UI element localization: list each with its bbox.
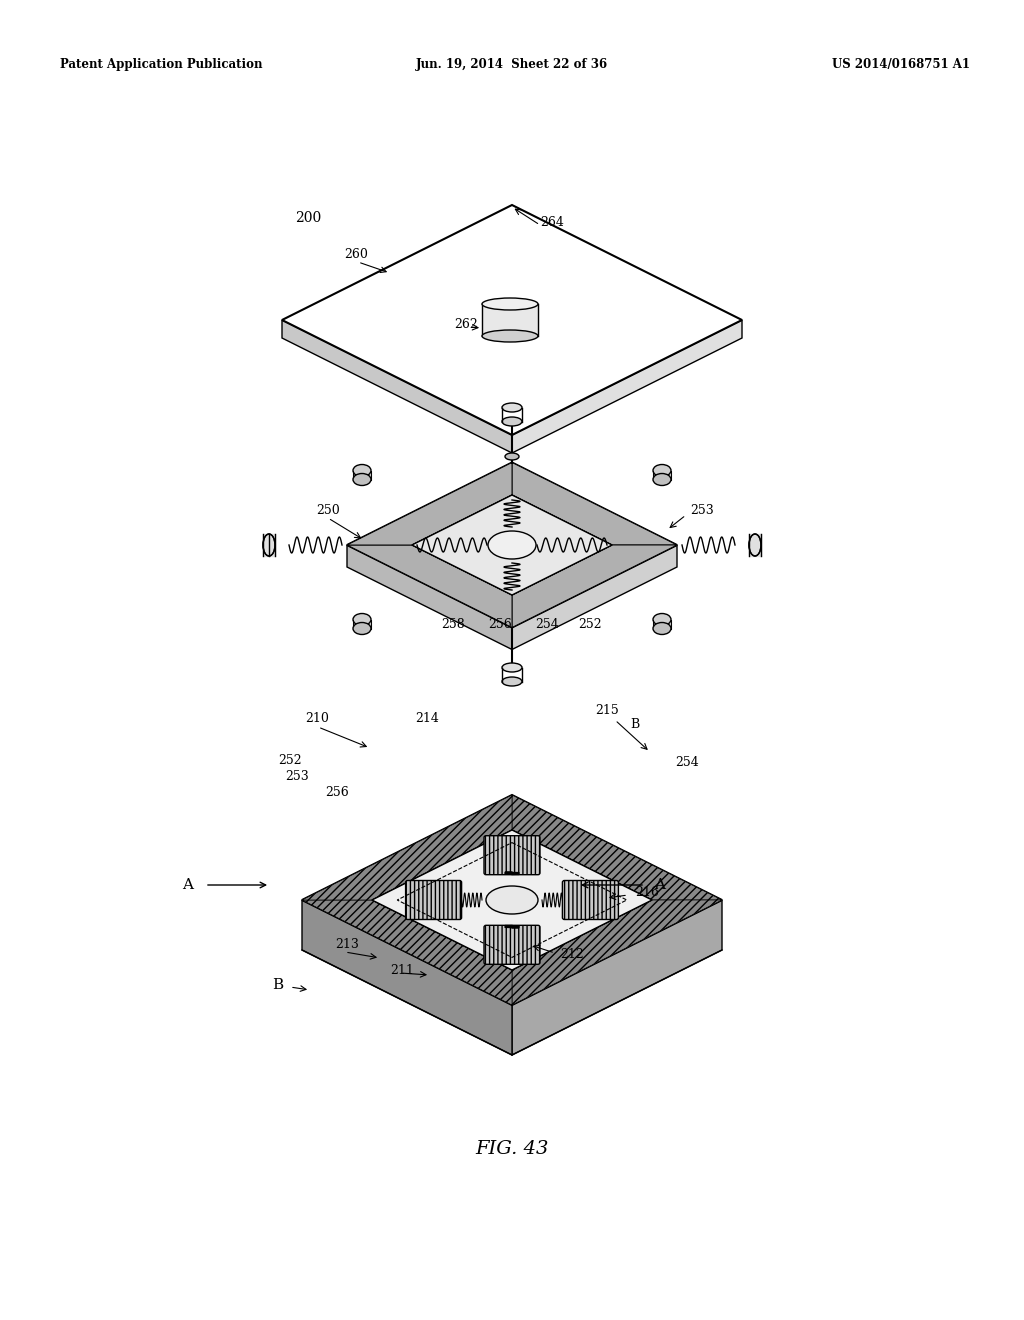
Ellipse shape (502, 663, 522, 672)
FancyBboxPatch shape (562, 880, 618, 920)
Polygon shape (372, 830, 652, 970)
Ellipse shape (653, 474, 671, 486)
Text: FIG. 43: FIG. 43 (475, 1140, 549, 1158)
Polygon shape (749, 535, 761, 556)
Text: 211: 211 (390, 964, 414, 977)
Ellipse shape (502, 403, 522, 412)
Text: 214: 214 (415, 711, 439, 725)
Text: 254: 254 (536, 618, 559, 631)
Text: 212: 212 (560, 949, 584, 961)
Text: 250: 250 (316, 503, 340, 516)
Ellipse shape (353, 623, 371, 635)
Polygon shape (512, 900, 722, 1055)
Polygon shape (347, 545, 512, 627)
Text: B: B (630, 718, 639, 731)
Text: 258: 258 (441, 618, 465, 631)
Polygon shape (302, 795, 512, 900)
FancyBboxPatch shape (484, 836, 540, 875)
Polygon shape (412, 495, 612, 595)
Ellipse shape (353, 474, 371, 486)
Polygon shape (347, 545, 512, 649)
Text: A: A (182, 878, 194, 892)
Polygon shape (512, 900, 722, 1005)
Polygon shape (512, 319, 742, 453)
Ellipse shape (653, 623, 671, 635)
Ellipse shape (653, 465, 671, 477)
Text: 213: 213 (335, 939, 358, 952)
Text: 264: 264 (540, 216, 564, 230)
Text: Jun. 19, 2014  Sheet 22 of 36: Jun. 19, 2014 Sheet 22 of 36 (416, 58, 608, 71)
Ellipse shape (482, 330, 538, 342)
Ellipse shape (263, 535, 275, 556)
Ellipse shape (502, 417, 522, 426)
Text: 215: 215 (595, 704, 618, 717)
Polygon shape (512, 462, 677, 545)
Ellipse shape (353, 614, 371, 626)
Polygon shape (512, 545, 677, 627)
Polygon shape (347, 462, 512, 545)
Polygon shape (263, 535, 275, 556)
Polygon shape (653, 619, 671, 628)
Text: 252: 252 (579, 618, 602, 631)
Text: 254: 254 (675, 755, 698, 768)
Polygon shape (653, 470, 671, 479)
Ellipse shape (482, 298, 538, 310)
Polygon shape (282, 319, 512, 453)
Text: 253: 253 (690, 503, 714, 516)
Ellipse shape (488, 531, 536, 558)
Polygon shape (302, 900, 512, 1005)
Text: 256: 256 (488, 618, 512, 631)
Polygon shape (372, 830, 652, 970)
Text: 262: 262 (454, 318, 478, 331)
Polygon shape (302, 795, 722, 1005)
Text: US 2014/0168751 A1: US 2014/0168751 A1 (831, 58, 970, 71)
Text: 200: 200 (295, 211, 322, 224)
Text: Patent Application Publication: Patent Application Publication (60, 58, 262, 71)
Polygon shape (512, 795, 722, 900)
Ellipse shape (749, 535, 761, 556)
Text: A: A (654, 878, 666, 892)
Polygon shape (302, 900, 512, 1055)
Ellipse shape (505, 453, 519, 459)
Polygon shape (412, 495, 612, 595)
Text: 216: 216 (635, 887, 658, 899)
Polygon shape (512, 545, 677, 649)
Polygon shape (347, 462, 677, 627)
Polygon shape (353, 470, 371, 479)
Text: 252: 252 (278, 754, 302, 767)
Text: B: B (272, 978, 284, 993)
Text: 253: 253 (285, 770, 309, 783)
Text: 210: 210 (305, 711, 329, 725)
Ellipse shape (353, 465, 371, 477)
FancyBboxPatch shape (406, 880, 462, 920)
Text: 260: 260 (344, 248, 368, 261)
Ellipse shape (502, 677, 522, 686)
Ellipse shape (653, 614, 671, 626)
Ellipse shape (486, 886, 538, 913)
Polygon shape (353, 619, 371, 628)
Polygon shape (282, 205, 742, 436)
Text: 256: 256 (325, 787, 349, 800)
FancyBboxPatch shape (484, 925, 540, 965)
